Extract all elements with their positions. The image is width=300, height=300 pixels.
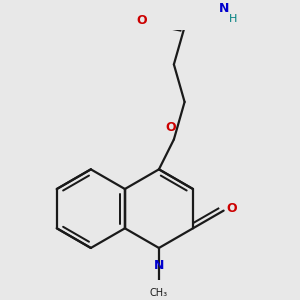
Text: O: O (226, 202, 237, 215)
Text: O: O (137, 14, 147, 27)
Text: H: H (229, 14, 238, 24)
Text: O: O (165, 121, 175, 134)
Text: CH₃: CH₃ (150, 288, 168, 298)
Text: N: N (154, 259, 164, 272)
Text: N: N (219, 2, 230, 15)
